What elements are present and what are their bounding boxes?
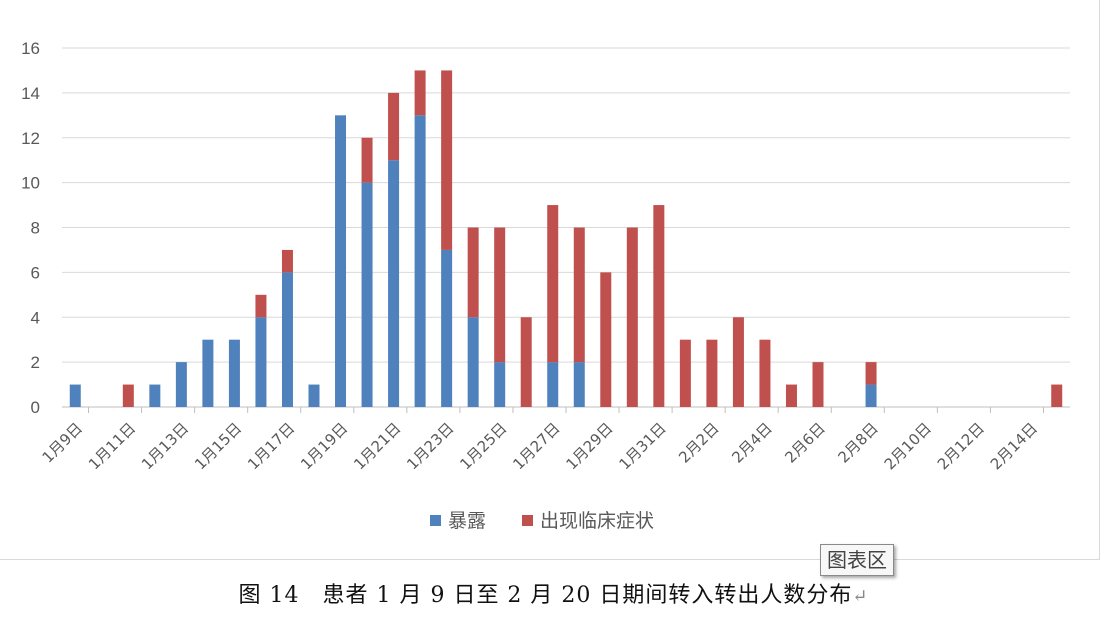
bar-exposure bbox=[202, 339, 214, 407]
legend-label-exposure: 暴露 bbox=[448, 510, 486, 532]
x-tick-label: 2月2日 bbox=[675, 419, 722, 466]
bar-symptom bbox=[732, 317, 744, 407]
y-tick-label: 6 bbox=[31, 263, 40, 282]
bar-exposure bbox=[175, 362, 187, 407]
legend-swatch-exposure bbox=[430, 515, 441, 526]
x-tick-label: 1月19日 bbox=[297, 419, 351, 473]
bar-symptom bbox=[812, 362, 824, 407]
bar-exposure bbox=[494, 362, 506, 407]
bar-symptom bbox=[759, 339, 771, 407]
bar-symptom bbox=[706, 339, 718, 407]
bar-exposure bbox=[467, 317, 479, 407]
x-tick-label: 1月15日 bbox=[191, 419, 245, 473]
x-tick-label: 2月12日 bbox=[934, 419, 988, 473]
x-tick-label: 1月9日 bbox=[39, 419, 86, 466]
paragraph-return-icon: ↵ bbox=[852, 586, 869, 607]
bar-symptom bbox=[414, 70, 426, 116]
bar-exposure bbox=[308, 384, 320, 407]
y-tick-label: 12 bbox=[21, 129, 40, 148]
legend-label-symptom: 出现临床症状 bbox=[540, 510, 654, 532]
bar-symptom bbox=[494, 227, 506, 363]
x-tick-label: 2月8日 bbox=[834, 419, 881, 466]
x-tick-label: 2月4日 bbox=[728, 419, 775, 466]
bar-symptom bbox=[865, 362, 877, 385]
bar-symptom bbox=[573, 227, 585, 363]
bar-exposure bbox=[441, 249, 453, 407]
x-tick-label: 1月21日 bbox=[350, 419, 404, 473]
legend-swatch-symptom bbox=[522, 515, 533, 526]
bar-exposure bbox=[361, 182, 373, 407]
bar-exposure bbox=[388, 160, 400, 407]
chart-area[interactable]: 0 2 4 6 8 10 12 14 16 1月9日 1月11日 1月13日 1月15日 1月17日 1月1… bbox=[0, 0, 1100, 560]
x-tick-label: 2月14日 bbox=[987, 419, 1041, 473]
bar-symptom bbox=[441, 70, 453, 250]
bar-exposure bbox=[69, 384, 81, 407]
bar-symptom bbox=[653, 205, 665, 407]
bar-symptom bbox=[255, 294, 267, 318]
bar-symptom bbox=[122, 384, 134, 407]
y-tick-label: 10 bbox=[21, 174, 40, 193]
y-tick-label: 0 bbox=[31, 398, 40, 417]
x-tick-label: 1月31日 bbox=[615, 419, 669, 473]
y-tick-label: 16 bbox=[21, 39, 40, 58]
x-tick-label: 1月23日 bbox=[403, 419, 457, 473]
bar-symptom bbox=[388, 92, 400, 161]
chart-area-tooltip: 图表区 bbox=[820, 544, 894, 576]
bar-symptom bbox=[361, 137, 373, 183]
bar-symptom bbox=[467, 227, 479, 318]
bar-exposure bbox=[149, 384, 161, 407]
bar-symptom bbox=[626, 227, 638, 407]
y-tick-label: 4 bbox=[31, 308, 40, 327]
bar-exposure bbox=[865, 384, 877, 407]
x-tick-label: 1月17日 bbox=[244, 419, 298, 473]
bar-exposure bbox=[547, 362, 559, 407]
bar-symptom bbox=[600, 272, 612, 407]
x-tick-label: 1月13日 bbox=[138, 419, 192, 473]
y-tick-label: 8 bbox=[31, 219, 40, 238]
bar-exposure bbox=[255, 317, 267, 407]
bar-symptom bbox=[520, 317, 532, 407]
x-tick-label: 2月10日 bbox=[881, 419, 935, 473]
bar-exposure bbox=[281, 272, 293, 407]
bar-symptom bbox=[679, 339, 691, 407]
x-tick-label: 1月29日 bbox=[562, 419, 616, 473]
x-tick-label: 1月25日 bbox=[456, 419, 510, 473]
bar-exposure bbox=[414, 115, 426, 407]
figure-caption: 图 14 患者 1 月 9 日至 2 月 20 日期间转入转出人数分布↵ bbox=[0, 576, 1107, 616]
bar-symptom bbox=[281, 249, 293, 273]
x-tick-label: 1月11日 bbox=[85, 419, 139, 473]
bar-exposure bbox=[573, 362, 585, 407]
stacked-bar-chart: 0 2 4 6 8 10 12 14 16 1月9日1月11日1月13日1月15日1月17日1月1… bbox=[21, 39, 1070, 532]
y-tick-label: 14 bbox=[21, 84, 40, 103]
bar-exposure bbox=[335, 115, 347, 407]
bar-symptom bbox=[785, 384, 797, 407]
bar-exposure bbox=[228, 339, 240, 407]
x-tick-label: 2月6日 bbox=[781, 419, 828, 466]
caption-text: 图 14 患者 1 月 9 日至 2 月 20 日期间转入转出人数分布 bbox=[238, 583, 853, 608]
bar-symptom bbox=[547, 205, 559, 363]
x-tick-label: 1月27日 bbox=[509, 419, 563, 473]
y-tick-label: 2 bbox=[31, 353, 40, 372]
bar-symptom bbox=[1051, 384, 1063, 407]
